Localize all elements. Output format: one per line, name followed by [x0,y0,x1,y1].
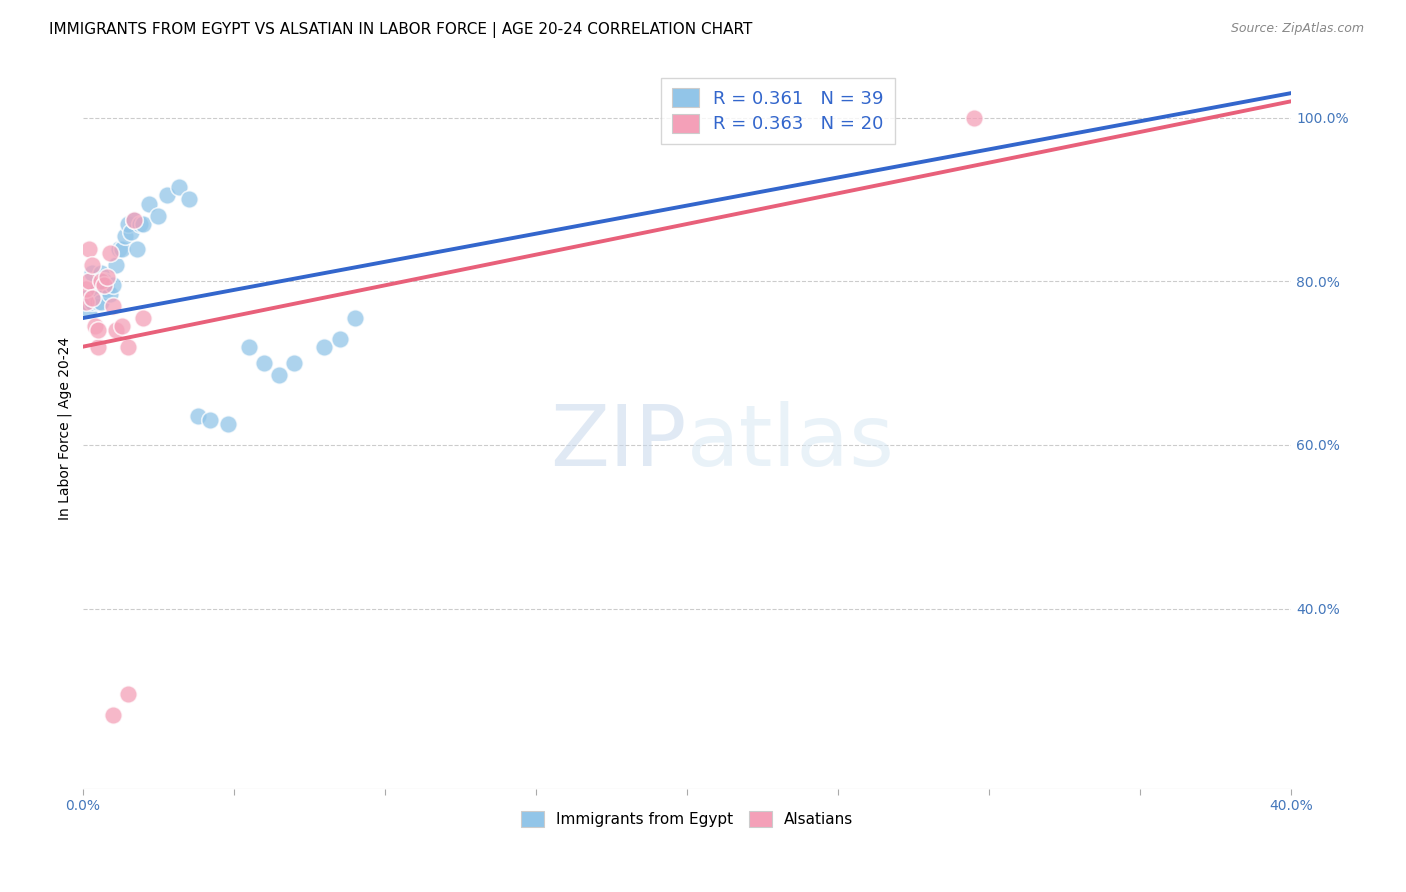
Point [122,213,145,227]
Point [90,274,112,288]
Point [87,282,110,296]
Point [101,278,124,293]
Point [187,409,209,424]
Point [156,188,179,202]
Point [198,413,221,427]
Point [101,707,124,722]
Point [127,242,149,256]
Point [87,323,110,337]
Point [963,111,986,125]
Point [93,274,115,288]
Point [169,180,191,194]
Point [75,291,97,305]
Text: Source: ZipAtlas.com: Source: ZipAtlas.com [1230,22,1364,36]
Point [98,245,121,260]
Point [77,242,100,256]
Text: ZIP: ZIP [551,401,688,484]
Point [80,258,103,272]
Point [83,286,105,301]
Point [117,217,139,231]
Text: atlas: atlas [688,401,896,484]
Point [343,311,366,326]
Point [129,217,152,231]
Y-axis label: In Labor Force | Age 20-24: In Labor Force | Age 20-24 [58,337,72,520]
Point [105,258,128,272]
Point [148,209,170,223]
Point [77,302,100,317]
Text: IMMIGRANTS FROM EGYPT VS ALSATIAN IN LABOR FORCE | AGE 20-24 CORRELATION CHART: IMMIGRANTS FROM EGYPT VS ALSATIAN IN LAB… [49,22,752,38]
Point [98,286,121,301]
Point [80,291,103,305]
Point [111,319,134,334]
Point [93,278,115,293]
Point [75,294,97,309]
Point [111,242,134,256]
Point [238,340,260,354]
Point [87,294,110,309]
Point [87,340,110,354]
Point [217,417,239,432]
Point [132,217,155,231]
Point [77,274,100,288]
Point [83,319,105,334]
Point [283,356,305,370]
Point [117,688,139,702]
Point [96,282,118,296]
Point [329,332,352,346]
Point [114,229,136,244]
Point [90,294,112,309]
Point [75,282,97,296]
Point [80,266,103,280]
Point [105,323,128,337]
Point [314,340,336,354]
Point [122,213,145,227]
Point [132,311,155,326]
Legend: Immigrants from Egypt, Alsatians: Immigrants from Egypt, Alsatians [513,804,860,835]
Point [253,356,276,370]
Point [120,225,142,239]
Point [80,294,103,309]
Point [177,193,200,207]
Point [75,294,97,309]
Point [138,196,160,211]
Point [101,299,124,313]
Point [269,368,291,383]
Point [108,242,131,256]
Point [117,340,139,354]
Point [96,270,118,285]
Point [90,266,112,280]
